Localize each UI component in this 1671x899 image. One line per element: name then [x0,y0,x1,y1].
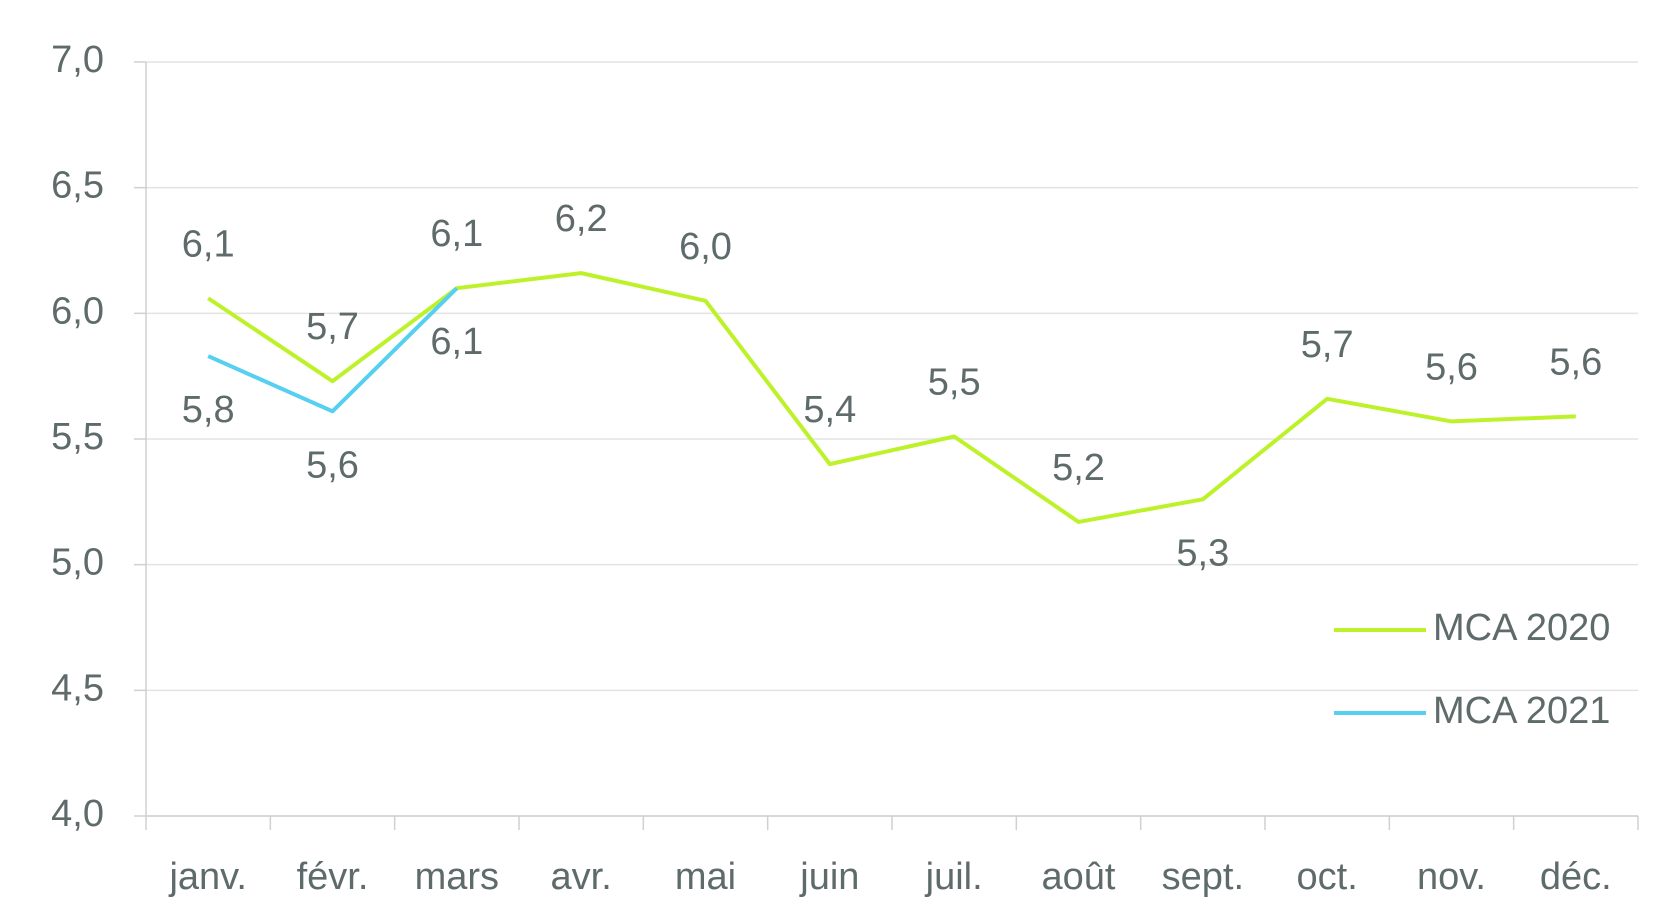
x-tick-label: oct. [1297,856,1358,898]
x-tick-label: févr. [297,856,369,898]
data-label: 6,2 [555,198,608,240]
data-label: 5,3 [1176,532,1229,574]
x-tick-label: déc. [1540,856,1612,898]
data-label: 5,2 [1052,447,1105,489]
data-label: 5,8 [182,389,235,431]
x-tick-label: juin [799,856,859,898]
y-tick-label: 4,0 [51,793,104,835]
data-label: 5,7 [306,306,359,348]
data-label: 6,0 [679,226,732,268]
data-label: 5,5 [928,362,981,404]
y-tick-label: 5,0 [51,542,104,584]
x-tick-label: mars [415,856,499,898]
series-line [207,271,1576,524]
data-label: 6,1 [430,321,483,363]
data-label: 5,6 [1549,341,1602,383]
y-tick-label: 6,0 [51,290,104,332]
x-tick-label: sept. [1162,856,1244,898]
data-label: 5,6 [1425,346,1478,388]
data-label: 5,7 [1301,324,1354,366]
x-tick-label: juil. [925,856,983,898]
y-tick-label: 6,5 [51,165,104,207]
y-tick-label: 5,5 [51,416,104,458]
x-tick-label: août [1042,856,1116,898]
legend-label: MCA 2021 [1433,690,1610,732]
data-label: 5,4 [803,389,856,431]
series-line [207,286,459,414]
data-label: 6,1 [430,213,483,255]
legend-label: MCA 2020 [1433,607,1610,649]
x-tick-label: nov. [1417,856,1486,898]
x-tick-label: mai [675,856,736,898]
data-label: 6,1 [182,223,235,265]
y-tick-label: 7,0 [51,39,104,81]
x-tick-label: janv. [168,856,246,898]
x-tick-label: avr. [551,856,612,898]
y-tick-label: 4,5 [51,667,104,709]
data-label: 5,6 [306,444,359,486]
